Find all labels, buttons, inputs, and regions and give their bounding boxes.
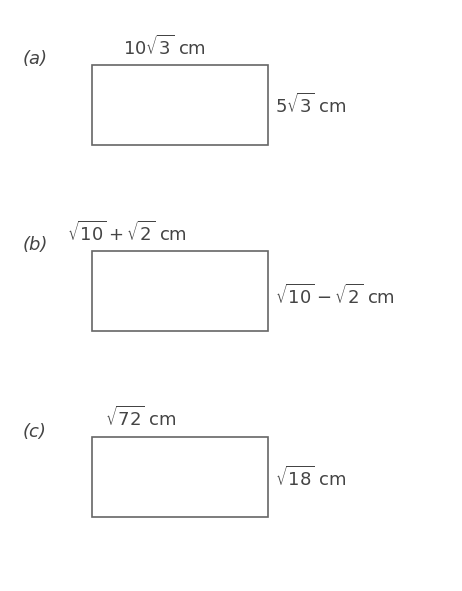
Text: $\sqrt{10} - \sqrt{2}$ cm: $\sqrt{10} - \sqrt{2}$ cm <box>275 284 395 307</box>
Text: (b): (b) <box>23 236 49 254</box>
Text: $\sqrt{72}$ cm: $\sqrt{72}$ cm <box>105 405 176 430</box>
Bar <box>92 251 268 331</box>
Text: (a): (a) <box>23 50 48 68</box>
Bar <box>92 65 268 145</box>
Text: $\sqrt{18}$ cm: $\sqrt{18}$ cm <box>275 466 346 489</box>
Text: $\sqrt{10} + \sqrt{2}$ cm: $\sqrt{10} + \sqrt{2}$ cm <box>67 220 187 245</box>
Text: $10\sqrt{3}$ cm: $10\sqrt{3}$ cm <box>122 35 206 59</box>
Text: $5\sqrt{3}$ cm: $5\sqrt{3}$ cm <box>275 93 346 117</box>
Text: (c): (c) <box>23 423 47 440</box>
Bar <box>92 437 268 517</box>
